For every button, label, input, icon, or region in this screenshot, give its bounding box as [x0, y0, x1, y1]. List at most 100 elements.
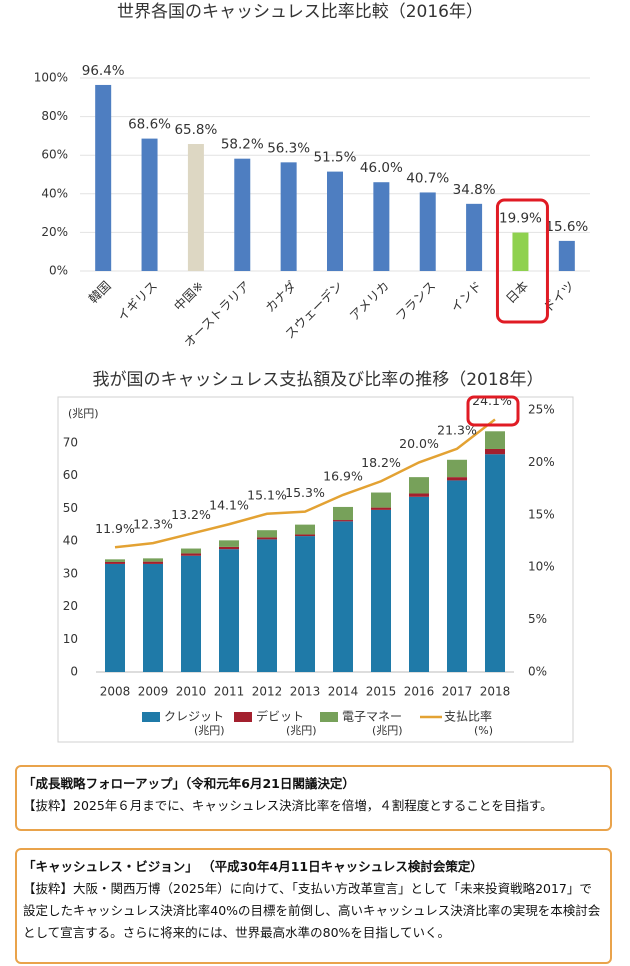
- value-label: 20.0%: [399, 436, 439, 451]
- bar-segment: [409, 477, 429, 494]
- value-label: 15.6%: [545, 219, 588, 235]
- bar-segment: [447, 459, 467, 478]
- x-tick-label: 韓国: [85, 278, 113, 306]
- value-label: 21.3%: [437, 422, 477, 437]
- bar-segment: [143, 561, 163, 564]
- bar-segment: [333, 520, 353, 522]
- y-tick-label: 80%: [41, 109, 68, 123]
- bar-segment: [219, 549, 239, 672]
- bar-segment: [257, 539, 277, 672]
- bar: [234, 158, 251, 271]
- value-label: 14.1%: [209, 498, 249, 513]
- x-tick-label: 2013: [290, 685, 321, 699]
- highlight: [466, 395, 520, 427]
- bar-segment: [105, 563, 125, 672]
- y-tick-label: 40%: [41, 186, 68, 200]
- y2-tick-label: 15%: [528, 507, 555, 521]
- y2-tick-label: 5%: [528, 612, 547, 626]
- bar: [419, 192, 436, 271]
- legend-swatch: [320, 712, 338, 722]
- bar-segment: [181, 553, 201, 556]
- y2-tick-label: 25%: [528, 403, 555, 417]
- bar: [466, 203, 483, 271]
- legend-label: 電子マネー: [342, 710, 402, 724]
- bar: [558, 240, 575, 271]
- value-label: 68.6%: [128, 117, 171, 133]
- note-box: 「キャッシュレス・ビジョン」 （平成30年4月11日キャッシュレス検討会策定） …: [15, 848, 612, 964]
- bar-segment: [485, 448, 505, 455]
- value-label: 51.5%: [314, 150, 357, 166]
- y2-tick-label: 20%: [528, 455, 555, 469]
- legend-label: 支払比率: [444, 709, 492, 724]
- y-tick-label: 50: [63, 501, 78, 515]
- value-label: 96.4%: [82, 63, 125, 79]
- value-label: 16.9%: [323, 468, 363, 483]
- bar: [512, 232, 529, 271]
- bar-segment: [371, 507, 391, 510]
- bar-segment: [333, 506, 353, 521]
- x-tick-label: 2017: [442, 685, 473, 699]
- value-label: 58.2%: [221, 137, 264, 153]
- value-label: 19.9%: [499, 211, 542, 227]
- x-tick-label: インド: [448, 278, 485, 315]
- x-tick-label: フランス: [393, 278, 439, 324]
- note-title: 「キャッシュレス・ビジョン」 （平成30年4月11日キャッシュレス検討会策定）: [23, 859, 483, 874]
- legend-unit: (兆円): [372, 724, 403, 737]
- bar-segment: [371, 492, 391, 508]
- x-tick-label: 2016: [404, 685, 435, 699]
- y-tick-label: 60%: [41, 148, 68, 162]
- bar: [187, 144, 204, 271]
- y2-tick-label: 0%: [528, 665, 547, 679]
- bar-segment: [295, 524, 315, 535]
- value-label: 12.3%: [133, 517, 173, 532]
- bar-segment: [219, 540, 239, 547]
- legend-swatch: [234, 712, 252, 722]
- bar-segment: [295, 534, 315, 537]
- y2-tick-label: 10%: [528, 560, 555, 574]
- y-tick-label: 0%: [49, 264, 68, 278]
- bar-segment: [105, 559, 125, 562]
- value-label: 40.7%: [406, 170, 449, 186]
- bar-segment: [333, 521, 353, 672]
- chart-title: 世界各国のキャッシュレス比率比較（2016年）: [117, 2, 483, 22]
- bar-segment: [219, 546, 239, 550]
- value-label: 24.1%: [472, 393, 512, 408]
- y-axis-label: (兆円): [68, 407, 99, 420]
- bar-segment: [485, 454, 505, 672]
- legend-unit: (%): [474, 724, 493, 737]
- x-tick-label: 2012: [252, 685, 283, 699]
- value-label: 18.2%: [361, 455, 401, 470]
- value-label: 46.0%: [360, 160, 403, 176]
- y-tick-label: 60: [63, 468, 78, 482]
- note-body: 【抜粋】2025年６月までに、キャッシュレス決済比率を倍増，４割程度とすることを…: [23, 798, 553, 813]
- note-box: 「成長戦略フォローアップ」（令和元年6月21日閣議決定） 【抜粋】2025年６月…: [15, 765, 612, 831]
- bar-segment: [409, 493, 429, 497]
- highlight: [495, 198, 549, 324]
- note-body: 【抜粋】大阪・関西万博（2025年）に向けて、「支払い方改革宣言」として「未来投…: [23, 881, 601, 940]
- value-label: 15.1%: [247, 487, 287, 502]
- bar-segment: [409, 496, 429, 672]
- y-tick-label: 20%: [41, 225, 68, 239]
- x-tick-label: カナダ: [262, 278, 299, 315]
- y-tick-label: 30: [63, 566, 78, 580]
- chart-frame: [57, 396, 574, 743]
- value-label: 56.3%: [267, 140, 310, 156]
- bar: [280, 162, 297, 271]
- y-tick-label: 10: [63, 632, 78, 646]
- note-title: 「成長戦略フォローアップ」（令和元年6月21日閣議決定）: [23, 776, 355, 791]
- legend-unit: (兆円): [194, 724, 225, 737]
- y-tick-label: 40: [63, 534, 78, 548]
- charts: 世界各国のキャッシュレス比率比較（2016年） 我が国のキャッシュレス支払額及び…: [34, 2, 590, 743]
- bar-segment: [485, 431, 505, 449]
- y-tick-label: 0: [70, 665, 78, 679]
- bar-segment: [447, 477, 467, 481]
- bar: [373, 182, 390, 271]
- x-tick-label: 2014: [328, 685, 359, 699]
- legend-label: デビット: [256, 709, 304, 724]
- x-tick-label: 2018: [480, 685, 511, 699]
- bar-segment: [371, 509, 391, 672]
- bar-segment: [181, 555, 201, 672]
- bar-segment: [295, 536, 315, 672]
- bar: [95, 84, 112, 271]
